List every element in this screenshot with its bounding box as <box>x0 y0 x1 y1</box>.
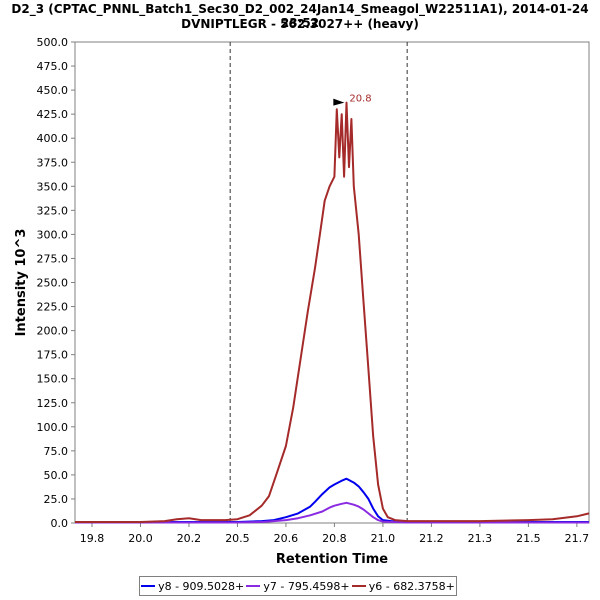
y-tick-label: 125.0 <box>37 397 69 410</box>
legend-swatch <box>351 585 366 587</box>
y-tick-label: 400.0 <box>37 132 69 145</box>
y-tick-label: 75.0 <box>44 445 69 458</box>
x-tick-label: 21.5 <box>516 532 541 545</box>
x-tick-label: 20.8 <box>322 532 347 545</box>
y-tick-label: 200.0 <box>37 325 69 338</box>
series-line-y6 <box>75 101 590 523</box>
y-tick-label: 0.0 <box>51 517 69 530</box>
y-tick-label: 275.0 <box>37 252 69 265</box>
peak-label: 20.8 <box>349 94 371 105</box>
chart-legend: y8 - 909.5028+ y7 - 795.4598+ y6 - 682.375… <box>139 576 457 596</box>
y-tick-label: 450.0 <box>37 84 69 97</box>
legend-label: y7 - 795.4598+ <box>263 579 350 593</box>
x-tick-label: 21.7 <box>565 532 590 545</box>
y-tick-label: 375.0 <box>37 156 69 169</box>
chart-title: D2_3 (CPTAC_PNNL_Batch1_Sec30_D2_002_24J… <box>11 2 589 30</box>
chart-area: 0.0 25.0 50.0 75.0 100.0 125.0 150.0 175.0 200.0… <box>14 36 590 567</box>
chart-subtitle: DVNIPTLEGR - 562.3027++ (heavy) <box>181 17 419 31</box>
y-tick-label: 100.0 <box>37 421 69 434</box>
y-tick-label: 250.0 <box>37 277 69 290</box>
y-tick-label: 50.0 <box>44 469 69 482</box>
x-tick-label: 20.5 <box>225 532 250 545</box>
y-tick-label: 425.0 <box>37 108 69 121</box>
x-axis-label: Retention Time <box>276 552 388 567</box>
y-tick-label: 225.0 <box>37 301 69 314</box>
y-axis-label: Intensity 10^3 <box>14 229 29 337</box>
y-tick-label: 300.0 <box>37 228 69 241</box>
x-tick-label: 21.0 <box>371 532 396 545</box>
y-tick-label: 150.0 <box>37 373 69 386</box>
plot-frame <box>74 41 590 524</box>
y-tick-label: 325.0 <box>37 204 69 217</box>
y-tick-label: 350.0 <box>37 180 69 193</box>
x-tick-label: 19.8 <box>80 532 105 545</box>
legend-swatch <box>246 585 261 587</box>
legend-label: y8 - 909.5028+ <box>158 579 245 593</box>
x-tick-label: 20.0 <box>128 532 153 545</box>
y-tick-label: 500.0 <box>37 36 69 49</box>
y-tick-label: 475.0 <box>37 60 69 73</box>
x-tick-label: 20.2 <box>177 532 202 545</box>
series-line-y7 <box>75 501 589 524</box>
x-tick-label: 21.3 <box>468 532 493 545</box>
legend-label: y6 - 682.3758+ <box>368 579 455 593</box>
legend-item: y6 - 682.3758+ <box>351 579 455 593</box>
y-tick-label: 25.0 <box>44 493 69 506</box>
legend-item: y7 - 795.4598+ <box>246 579 350 593</box>
y-tick-label: 175.0 <box>37 349 69 362</box>
legend-swatch <box>141 585 156 587</box>
x-tick-label: 20.6 <box>274 532 299 545</box>
x-tick-label: 21.2 <box>419 532 444 545</box>
legend-item: y8 - 909.5028+ <box>141 580 244 593</box>
peak-arrow-icon <box>333 98 345 106</box>
